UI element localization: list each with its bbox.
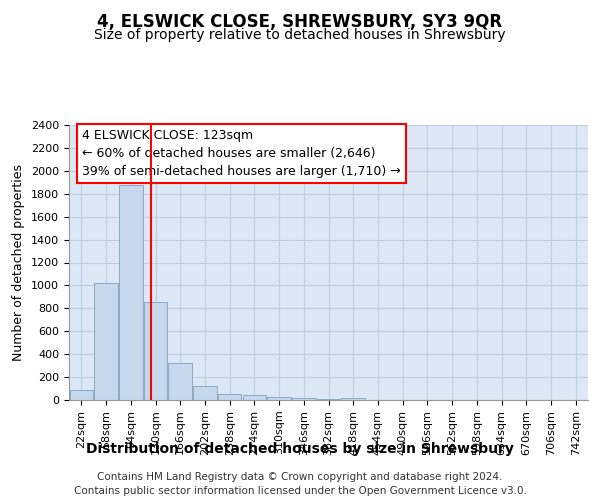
Bar bbox=[144, 302, 167, 400]
Text: Contains HM Land Registry data © Crown copyright and database right 2024.: Contains HM Land Registry data © Crown c… bbox=[97, 472, 503, 482]
Bar bbox=[292, 398, 316, 400]
Bar bbox=[94, 283, 118, 400]
Bar bbox=[242, 395, 266, 400]
Bar bbox=[169, 364, 192, 400]
Bar bbox=[218, 394, 241, 400]
Text: Distribution of detached houses by size in Shrewsbury: Distribution of detached houses by size … bbox=[86, 442, 514, 456]
Bar bbox=[70, 390, 93, 400]
Text: 4 ELSWICK CLOSE: 123sqm
← 60% of detached houses are smaller (2,646)
39% of semi: 4 ELSWICK CLOSE: 123sqm ← 60% of detache… bbox=[82, 129, 401, 178]
Y-axis label: Number of detached properties: Number of detached properties bbox=[13, 164, 25, 361]
Bar bbox=[268, 396, 291, 400]
Bar bbox=[341, 398, 365, 400]
Text: Size of property relative to detached houses in Shrewsbury: Size of property relative to detached ho… bbox=[94, 28, 506, 42]
Bar bbox=[193, 386, 217, 400]
Bar bbox=[119, 184, 143, 400]
Text: 4, ELSWICK CLOSE, SHREWSBURY, SY3 9QR: 4, ELSWICK CLOSE, SHREWSBURY, SY3 9QR bbox=[97, 12, 503, 30]
Text: Contains public sector information licensed under the Open Government Licence v3: Contains public sector information licen… bbox=[74, 486, 526, 496]
